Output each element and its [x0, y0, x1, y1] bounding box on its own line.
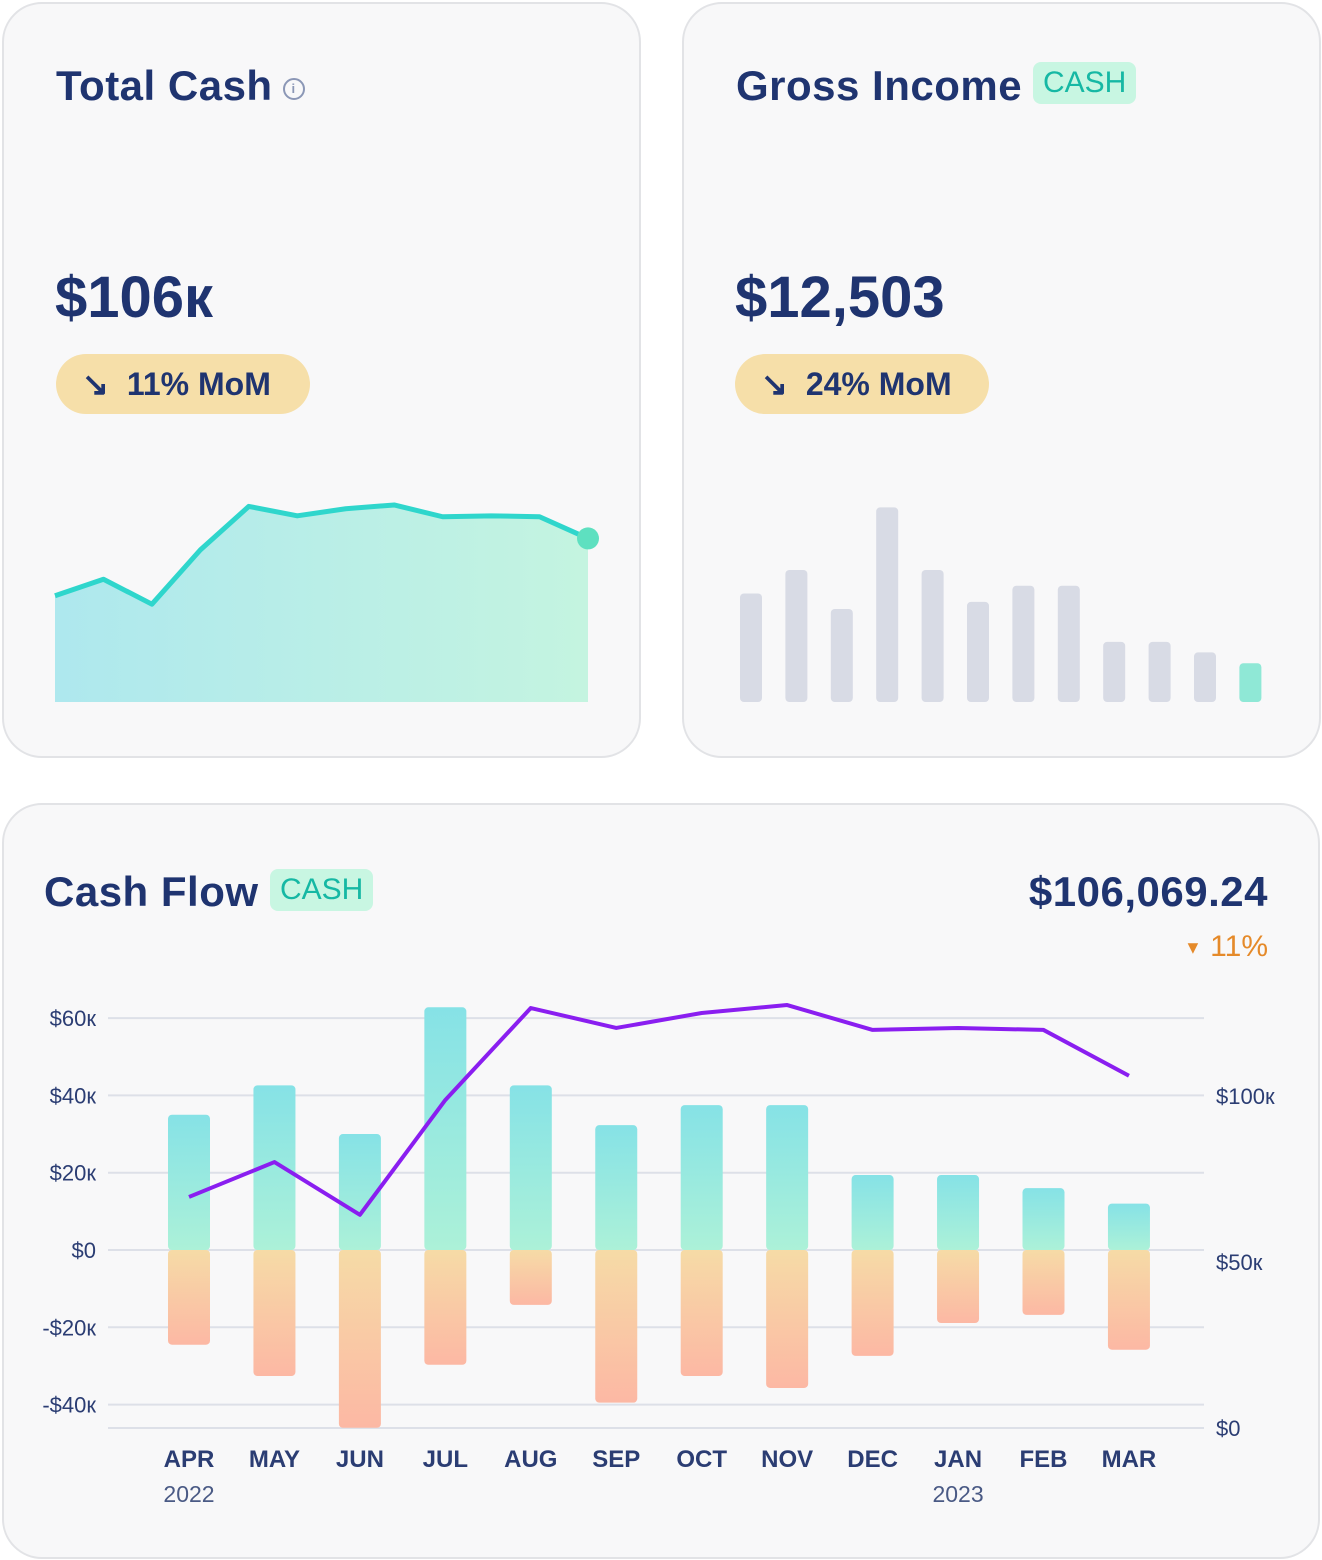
month-label: DEC	[847, 1446, 898, 1473]
left-axis-tick: $60к	[50, 1006, 97, 1031]
left-axis-tick: -$20к	[42, 1315, 96, 1340]
gross-income-bar	[1057, 585, 1080, 702]
sparkline-end-point	[577, 527, 599, 550]
arrow-down-right-icon: ↘	[82, 366, 109, 402]
outflow-bar	[168, 1250, 210, 1345]
inflow-bar	[595, 1125, 638, 1250]
inflow-bar	[1107, 1203, 1150, 1250]
outflow-bar	[680, 1250, 723, 1376]
cash-flow-change: ▼ 11%	[1184, 930, 1268, 963]
left-axis-tick: $0	[72, 1238, 96, 1263]
inflow-bar	[338, 1134, 381, 1250]
outflow-bar	[1107, 1250, 1150, 1350]
outflow-bar	[937, 1250, 980, 1324]
gross-income-bar	[921, 569, 944, 702]
total-cash-change-badge: ↘ 11% MoM	[56, 354, 310, 414]
gross-income-bar	[967, 601, 989, 702]
total-cash-value: $106к	[55, 265, 214, 330]
outflow-bar	[424, 1250, 467, 1365]
right-axis-tick: $100к	[1216, 1084, 1275, 1109]
right-axis-tick: $50к	[1216, 1250, 1263, 1275]
gross-income-bar	[1148, 641, 1171, 702]
gross-income-bar	[876, 507, 899, 702]
gross-income-bar	[1103, 641, 1126, 702]
info-icon[interactable]: i	[282, 77, 305, 100]
arrow-down-right-icon: ↘	[761, 366, 788, 402]
outflow-bar	[766, 1250, 809, 1388]
month-label: APR	[164, 1446, 215, 1473]
gross-income-title: Gross Income	[736, 62, 1023, 109]
left-axis-tick: $20к	[50, 1161, 97, 1186]
total-cash-sparkline	[54, 502, 599, 702]
inflow-bar	[168, 1114, 210, 1250]
cash-tag: CASH	[1033, 62, 1137, 104]
inflow-bar	[424, 1007, 467, 1250]
month-label: MAY	[249, 1446, 300, 1473]
cash-flow-card[interactable]	[2, 803, 1320, 1559]
month-label: NOV	[761, 1446, 813, 1473]
left-axis-tick: -$40к	[42, 1393, 96, 1418]
month-label: AUG	[504, 1446, 557, 1473]
cash-flow-chart: $60к $40к $20к $0 -$20к -$40к $100к $50к $0 APR MA…	[42, 1003, 1275, 1507]
inflow-bar	[253, 1085, 296, 1250]
gross-income-bar	[785, 569, 808, 702]
triangle-down-icon: ▼	[1184, 937, 1202, 958]
inflow-bar	[766, 1105, 809, 1250]
year-label: 2023	[932, 1481, 983, 1507]
month-label: SEP	[592, 1446, 640, 1473]
inflow-bar	[851, 1175, 894, 1250]
month-label: OCT	[676, 1446, 727, 1473]
month-label: JUL	[423, 1446, 468, 1473]
year-label: 2022	[163, 1481, 214, 1507]
cash-flow-value: $106,069.24	[1028, 868, 1268, 915]
sparkline-line	[54, 502, 590, 607]
month-label: MAR	[1102, 1446, 1157, 1473]
gross-income-change-badge: ↘ 24% MoM	[735, 354, 989, 414]
inflow-bar	[680, 1105, 723, 1250]
total-cash-title: Total Cash i	[56, 62, 305, 110]
gross-income-value: $12,503	[735, 265, 945, 330]
gross-income-bar	[830, 609, 853, 702]
right-axis-tick: $0	[1216, 1416, 1240, 1441]
month-label: FEB	[1020, 1446, 1068, 1473]
outflow-bar	[851, 1250, 894, 1356]
cash-tag: CASH	[270, 869, 374, 911]
outflow-bar	[1022, 1250, 1065, 1315]
month-label: JAN	[934, 1446, 982, 1473]
inflow-bar	[1022, 1188, 1065, 1250]
gross-income-bar	[1194, 652, 1216, 702]
outflow-bar	[338, 1250, 381, 1428]
outflow-bar	[595, 1250, 638, 1403]
gross-income-bar-chart	[740, 507, 1262, 702]
inflow-bar	[509, 1085, 552, 1250]
cash-balance-line	[188, 1003, 1130, 1217]
sparkline-area	[55, 504, 588, 702]
outflow-bar	[509, 1250, 552, 1305]
inflow-bar	[937, 1175, 980, 1250]
cash-flow-title: Cash Flow	[44, 868, 259, 915]
month-label: JUN	[336, 1446, 384, 1473]
gross-income-bar	[740, 593, 762, 702]
gross-income-bar	[1012, 585, 1035, 702]
left-axis-tick: $40к	[50, 1083, 97, 1108]
gross-income-bar	[1239, 663, 1262, 702]
outflow-bar	[253, 1250, 296, 1376]
